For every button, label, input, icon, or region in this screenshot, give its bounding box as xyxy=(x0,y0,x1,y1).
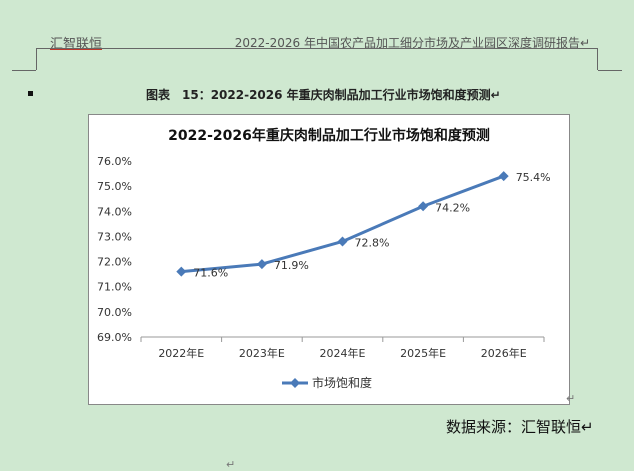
y-tick-label: 69.0% xyxy=(97,331,132,344)
paragraph-mark: ↵ xyxy=(566,392,576,405)
data-label: 71.9% xyxy=(274,259,309,272)
y-tick-label: 71.0% xyxy=(97,281,132,294)
x-tick-label: 2025年E xyxy=(400,346,446,360)
data-label: 71.6% xyxy=(193,267,228,280)
ruler-left-extension xyxy=(12,70,36,71)
source-note: 数据来源：汇智联恒↵ xyxy=(446,418,594,436)
y-tick-label: 72.0% xyxy=(97,256,132,269)
ruler-left-corner xyxy=(36,48,37,70)
ruler-right-corner xyxy=(597,48,598,70)
y-tick-label: 76.0% xyxy=(97,155,132,168)
data-label: 74.2% xyxy=(435,201,470,214)
data-label: 75.4% xyxy=(516,171,551,184)
bullet-marker xyxy=(28,91,33,96)
header-ruler xyxy=(12,48,622,72)
data-label: 72.8% xyxy=(355,236,390,249)
figure-caption: 图表 15：2022-2026 年重庆肉制品加工行业市场饱和度预测↵ xyxy=(146,88,501,102)
y-tick-label: 73.0% xyxy=(97,230,132,243)
ruler-right-extension xyxy=(598,70,622,71)
data-point-marker xyxy=(256,259,267,270)
data-point-marker xyxy=(337,236,348,247)
paragraph-mark: ↵ xyxy=(226,458,236,471)
data-point-marker xyxy=(498,171,509,182)
y-tick-label: 74.0% xyxy=(97,205,132,218)
line-chart: 2022-2026年重庆肉制品加工行业市场饱和度预测 69.0% 70.0% 71.… xyxy=(97,127,551,390)
x-tick-label: 2023年E xyxy=(239,346,285,360)
y-tick-label: 70.0% xyxy=(97,306,132,319)
y-tick-label: 75.0% xyxy=(97,180,132,193)
x-tick-label: 2024年E xyxy=(320,346,366,360)
chart-container[interactable]: 2022-2026年重庆肉制品加工行业市场饱和度预测 69.0% 70.0% 71.… xyxy=(88,114,570,405)
legend-label: 市场饱和度 xyxy=(312,375,372,390)
header-right: 2022-2026 年中国农产品加工细分市场及产业园区深度调研报告↵ xyxy=(234,36,590,50)
data-point-marker xyxy=(176,266,187,277)
series-line-market-saturation xyxy=(181,174,505,274)
chart-title: 2022-2026年重庆肉制品加工行业市场饱和度预测 xyxy=(168,127,490,144)
x-tick-label: 2026年E xyxy=(481,346,527,360)
ruler-line xyxy=(36,48,598,49)
x-tick-label: 2022年E xyxy=(158,346,204,360)
data-point-marker xyxy=(418,201,429,212)
legend-marker xyxy=(290,378,300,388)
